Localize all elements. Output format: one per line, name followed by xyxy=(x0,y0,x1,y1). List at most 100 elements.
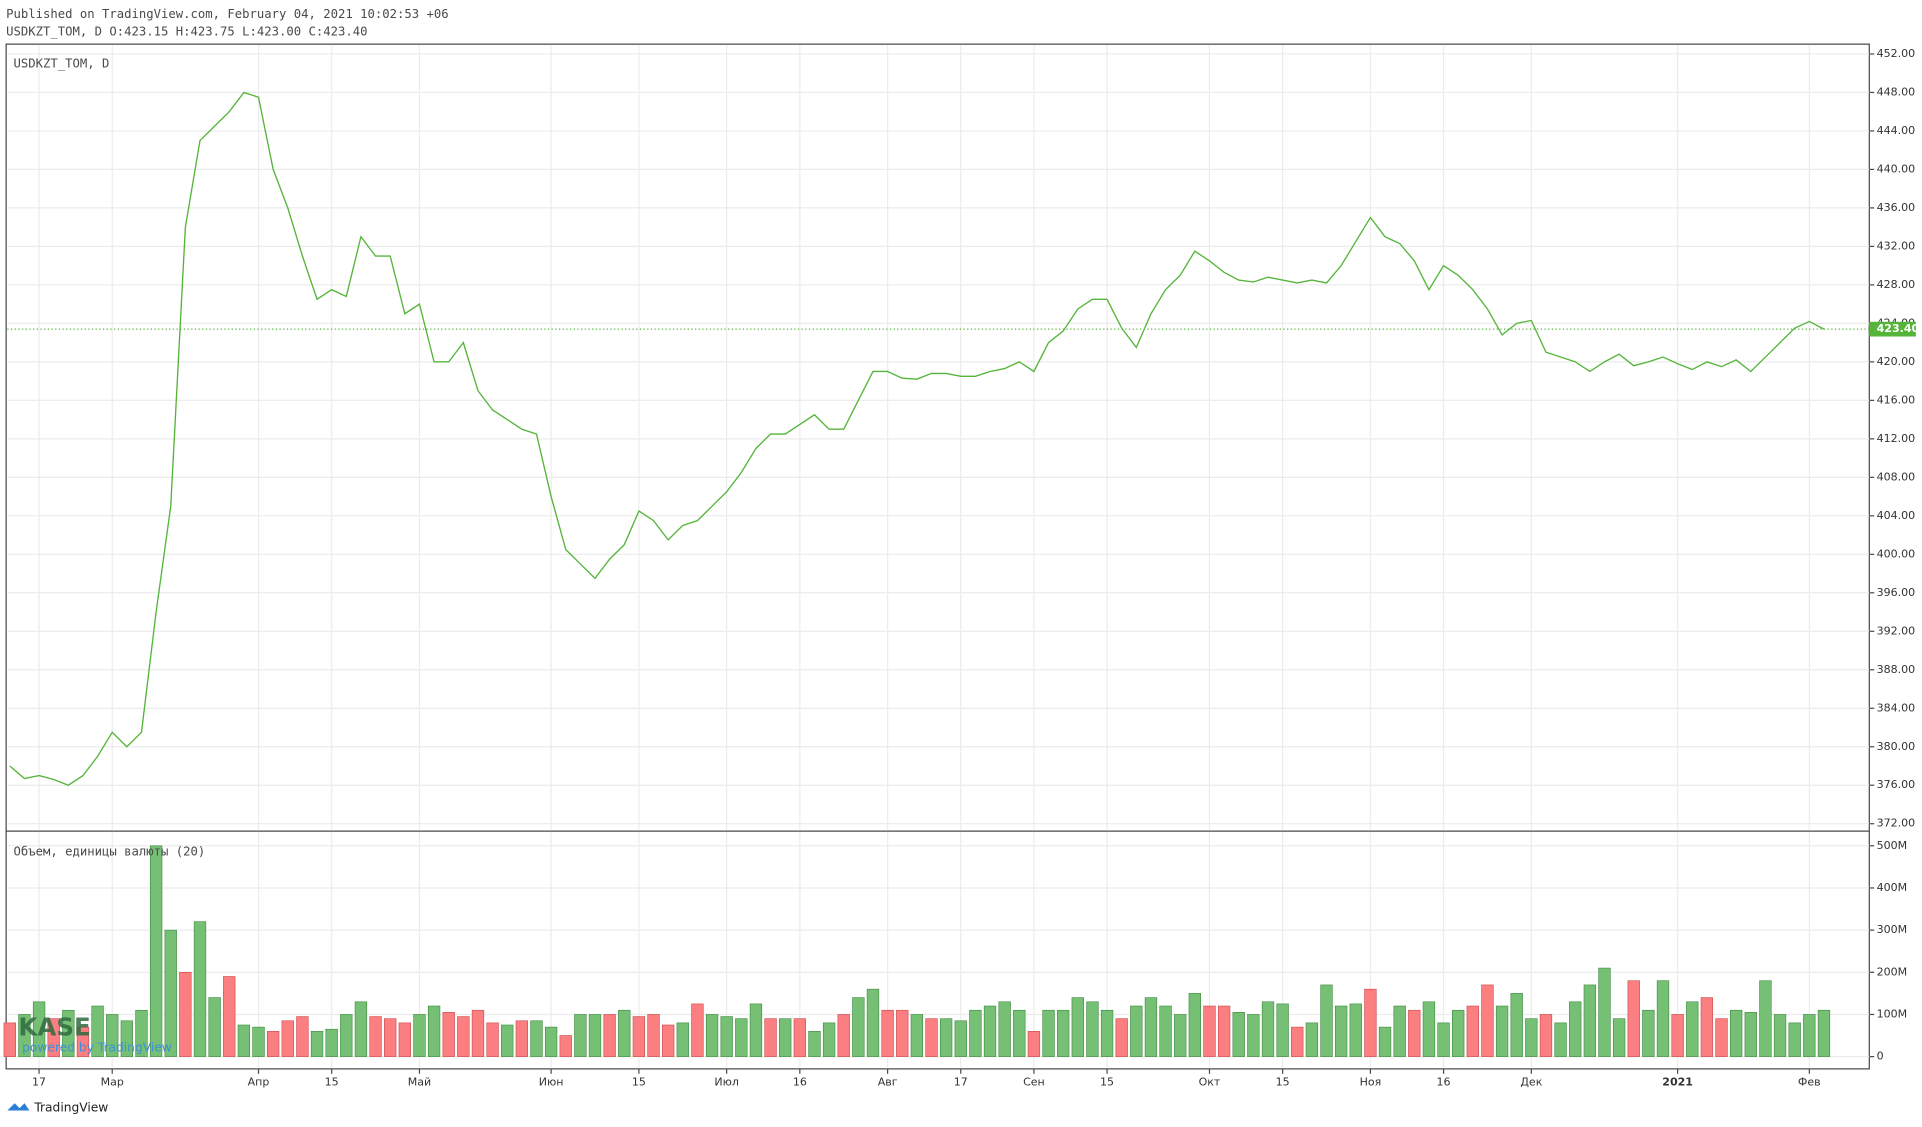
volume-bar xyxy=(1715,1018,1728,1057)
volume-bar xyxy=(208,997,221,1057)
volume-bar xyxy=(837,1014,850,1057)
volume-bar xyxy=(559,1035,572,1057)
volume-bar xyxy=(1642,1009,1655,1057)
volume-bar xyxy=(1554,1022,1567,1057)
volume-bar xyxy=(676,1022,689,1057)
x-tick-label: 16 xyxy=(1437,1075,1451,1088)
price-line xyxy=(9,91,1825,786)
volume-bar xyxy=(1510,993,1523,1057)
y-tick-label: 500M xyxy=(1877,839,1908,852)
volume-bar xyxy=(149,845,163,1057)
volume-bar xyxy=(266,1031,280,1057)
footer-brand[interactable]: TradingView xyxy=(33,1101,108,1115)
volume-bar xyxy=(822,1022,836,1057)
volume-bar xyxy=(530,1020,543,1057)
volume-bar xyxy=(1320,984,1333,1057)
volume-bar xyxy=(1349,1003,1362,1057)
volume-bar xyxy=(1071,997,1084,1057)
volume-bar xyxy=(76,1026,90,1057)
volume-bar xyxy=(1232,1012,1245,1057)
volume-bar xyxy=(1656,980,1670,1057)
chart-frame xyxy=(5,43,1870,1070)
volume-bar xyxy=(939,1018,953,1057)
volume-bar xyxy=(1788,1022,1801,1057)
volume-bar xyxy=(1291,1026,1304,1057)
volume-bar xyxy=(1525,1018,1538,1057)
volume-bar xyxy=(325,1028,338,1057)
volume-bar xyxy=(515,1020,529,1057)
volume-bar xyxy=(32,1001,46,1057)
x-tick-label: 2021 xyxy=(1662,1075,1693,1088)
volume-bar xyxy=(1057,1009,1070,1057)
volume-bar xyxy=(398,1022,411,1057)
volume-bar xyxy=(91,1005,104,1057)
volume-bar xyxy=(1042,1009,1055,1057)
x-tick-label: Май xyxy=(408,1075,431,1088)
x-tick-label: Авг xyxy=(878,1075,898,1088)
x-tick-label: 15 xyxy=(1100,1075,1114,1088)
volume-bar xyxy=(486,1022,499,1057)
volume-bar xyxy=(296,1016,309,1057)
volume-bar xyxy=(910,1014,924,1057)
y-tick-label: 432.00 xyxy=(1877,239,1916,252)
watermark-logo: KASE xyxy=(18,1012,90,1041)
x-tick-label: Июн xyxy=(539,1075,564,1088)
volume-bar xyxy=(749,1003,763,1057)
volume-bar xyxy=(647,1014,660,1057)
y-tick-label: 404.00 xyxy=(1877,509,1916,522)
volume-bar xyxy=(954,1020,967,1057)
volume-bar xyxy=(237,1024,251,1057)
volume-bar xyxy=(1378,1026,1392,1057)
volume-bar xyxy=(1612,1018,1626,1057)
volume-bar xyxy=(588,1014,602,1057)
volume-bar xyxy=(1144,997,1158,1057)
volume-bar xyxy=(1159,1005,1172,1057)
x-tick-label: Апр xyxy=(248,1075,270,1088)
y-tick-label: 392.00 xyxy=(1877,624,1916,637)
volume-bar xyxy=(354,1001,368,1057)
volume-bar xyxy=(662,1024,675,1057)
y-tick-label: 376.00 xyxy=(1877,778,1916,791)
y-tick-label: 440.00 xyxy=(1877,162,1916,175)
y-tick-label: 436.00 xyxy=(1877,201,1916,214)
volume-bar xyxy=(896,1009,909,1057)
published-line: Published on TradingView.com, February 0… xyxy=(6,7,449,21)
volume-bar xyxy=(1203,1005,1216,1057)
x-tick-label: Сен xyxy=(1023,1075,1045,1088)
x-tick-label: Фев xyxy=(1798,1075,1821,1088)
volume-bar xyxy=(618,1009,631,1057)
volume-bar xyxy=(779,1018,792,1057)
volume-bar xyxy=(384,1018,397,1057)
y-tick-label: 200M xyxy=(1877,965,1908,978)
volume-bar xyxy=(969,1009,982,1057)
last-price-box xyxy=(1869,321,1916,337)
volume-bar xyxy=(793,1018,806,1057)
x-tick-label: Мар xyxy=(101,1075,124,1088)
volume-bar xyxy=(340,1014,353,1057)
volume-bar xyxy=(1744,1012,1757,1057)
y-tick-label: 416.00 xyxy=(1877,393,1916,406)
y-tick-label: 428.00 xyxy=(1877,278,1916,291)
volume-bar xyxy=(603,1014,616,1057)
volume-bar xyxy=(632,1016,646,1057)
volume-bar xyxy=(1686,1001,1699,1057)
volume-bar xyxy=(1569,1001,1582,1057)
volume-bar xyxy=(705,1014,719,1057)
y-tick-label: 408.00 xyxy=(1877,470,1916,483)
volume-bar xyxy=(1305,1022,1319,1057)
volume-bar xyxy=(1452,1009,1465,1057)
x-tick-label: 15 xyxy=(632,1075,646,1088)
volume-bar xyxy=(735,1018,748,1057)
x-tick-label: 17 xyxy=(954,1075,968,1088)
volume-bar xyxy=(808,1031,821,1057)
volume-bar xyxy=(1598,967,1611,1057)
volume-bar xyxy=(164,929,177,1057)
volume-bar xyxy=(1174,1014,1187,1057)
volume-bar xyxy=(1803,1014,1816,1057)
volume-bar xyxy=(881,1009,894,1057)
y-tick-label: 300M xyxy=(1877,923,1908,936)
volume-bar xyxy=(1422,1001,1436,1057)
x-tick-label: Ноя xyxy=(1360,1075,1382,1088)
volume-bar xyxy=(1393,1005,1406,1057)
